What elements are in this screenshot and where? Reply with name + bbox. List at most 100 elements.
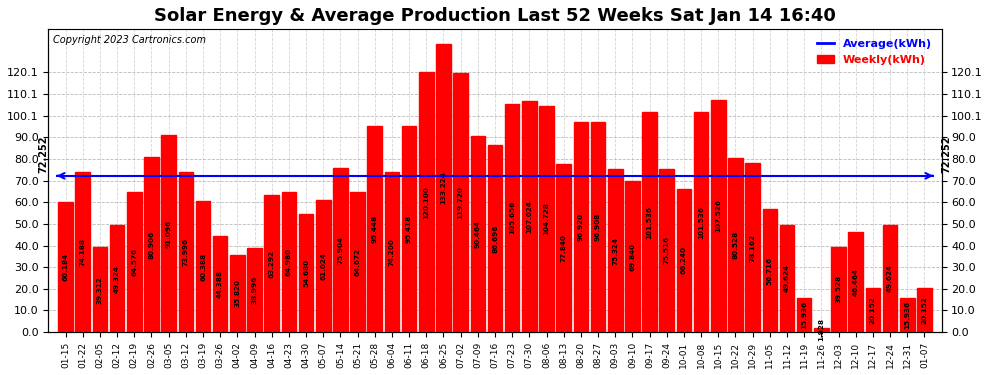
Bar — [385, 172, 399, 332]
Text: 77.840: 77.840 — [560, 234, 566, 262]
Bar — [419, 72, 434, 332]
Bar — [917, 288, 932, 332]
Text: 60.388: 60.388 — [200, 253, 206, 281]
Text: 20.152: 20.152 — [922, 296, 928, 324]
Text: 101.536: 101.536 — [646, 206, 652, 239]
Text: 35.820: 35.820 — [235, 279, 241, 308]
Text: 44.388: 44.388 — [217, 270, 223, 298]
Text: 54.680: 54.680 — [303, 259, 309, 287]
Bar — [591, 123, 605, 332]
Bar — [264, 195, 279, 332]
Text: 78.162: 78.162 — [749, 234, 755, 261]
Text: 49.624: 49.624 — [887, 264, 893, 292]
Text: 1.928: 1.928 — [819, 318, 825, 342]
Text: 20.152: 20.152 — [870, 296, 876, 324]
Text: 80.906: 80.906 — [148, 231, 154, 259]
Bar — [900, 298, 915, 332]
Text: 75.516: 75.516 — [663, 236, 670, 264]
Text: 120.100: 120.100 — [424, 186, 430, 219]
Text: 64.980: 64.980 — [286, 248, 292, 276]
Bar — [573, 123, 588, 332]
Text: 75.324: 75.324 — [612, 237, 618, 264]
Text: 105.656: 105.656 — [509, 201, 515, 234]
Bar — [333, 168, 347, 332]
Text: 69.840: 69.840 — [630, 243, 636, 271]
Bar — [556, 164, 571, 332]
Text: 73.996: 73.996 — [183, 238, 189, 266]
Bar — [58, 202, 73, 332]
Text: 49.324: 49.324 — [114, 265, 120, 292]
Bar — [608, 169, 623, 332]
Bar — [865, 288, 880, 332]
Text: 49.624: 49.624 — [784, 264, 790, 292]
Title: Solar Energy & Average Production Last 52 Weeks Sat Jan 14 16:40: Solar Energy & Average Production Last 5… — [154, 7, 836, 25]
Bar — [505, 104, 520, 332]
Bar — [797, 298, 812, 332]
Bar — [470, 136, 485, 332]
Text: 119.720: 119.720 — [457, 186, 463, 219]
Text: 64.576: 64.576 — [132, 248, 138, 276]
Text: 15.936: 15.936 — [801, 301, 807, 329]
Text: 95.418: 95.418 — [406, 215, 412, 243]
Bar — [367, 126, 382, 332]
Text: 56.716: 56.716 — [767, 256, 773, 285]
Bar — [659, 169, 674, 332]
Bar — [625, 181, 640, 332]
Bar — [643, 112, 657, 332]
Bar — [196, 201, 210, 332]
Text: 66.240: 66.240 — [681, 246, 687, 274]
Bar — [488, 145, 502, 332]
Bar — [127, 192, 142, 332]
Bar — [281, 192, 296, 332]
Text: 64.672: 64.672 — [354, 248, 360, 276]
Bar — [93, 247, 107, 332]
Bar — [248, 248, 261, 332]
Bar — [848, 232, 863, 332]
Text: 133.224: 133.224 — [441, 172, 446, 204]
Text: 96.920: 96.920 — [578, 213, 584, 242]
Bar — [676, 189, 691, 332]
Text: 96.908: 96.908 — [595, 213, 601, 242]
Text: 63.292: 63.292 — [268, 250, 274, 278]
Bar — [75, 172, 90, 332]
Text: 107.526: 107.526 — [716, 199, 722, 232]
Bar — [145, 157, 158, 332]
Bar — [883, 225, 897, 332]
Text: 60.184: 60.184 — [62, 253, 68, 281]
Bar — [540, 106, 553, 332]
Text: 90.464: 90.464 — [475, 220, 481, 248]
Text: 46.464: 46.464 — [852, 268, 858, 296]
Text: 38.996: 38.996 — [251, 276, 257, 304]
Text: Copyright 2023 Cartronics.com: Copyright 2023 Cartronics.com — [52, 35, 206, 45]
Text: 39.312: 39.312 — [97, 276, 103, 303]
Text: 80.528: 80.528 — [733, 231, 739, 259]
Bar — [711, 99, 726, 332]
Text: 107.024: 107.024 — [527, 200, 533, 233]
Bar — [762, 209, 777, 332]
Bar — [814, 328, 829, 332]
Legend: Average(kWh), Weekly(kWh): Average(kWh), Weekly(kWh) — [813, 35, 936, 69]
Text: 72.252: 72.252 — [941, 135, 951, 172]
Text: 74.188: 74.188 — [80, 238, 86, 266]
Bar — [453, 73, 468, 332]
Bar — [230, 255, 245, 332]
Bar — [437, 44, 450, 332]
Bar — [350, 192, 365, 332]
Text: 101.536: 101.536 — [698, 206, 704, 239]
Bar — [161, 135, 176, 332]
Text: 91.096: 91.096 — [165, 219, 171, 248]
Bar — [213, 236, 228, 332]
Text: 75.904: 75.904 — [338, 236, 344, 264]
Text: 95.448: 95.448 — [372, 215, 378, 243]
Bar — [745, 163, 760, 332]
Bar — [780, 225, 794, 332]
Text: 61.024: 61.024 — [320, 252, 327, 280]
Bar — [316, 200, 331, 332]
Text: 15.936: 15.936 — [904, 301, 910, 329]
Bar — [832, 247, 845, 332]
Text: 72.252: 72.252 — [39, 135, 49, 172]
Text: 39.528: 39.528 — [836, 275, 842, 303]
Text: 86.696: 86.696 — [492, 224, 498, 252]
Bar — [178, 172, 193, 332]
Bar — [402, 126, 417, 332]
